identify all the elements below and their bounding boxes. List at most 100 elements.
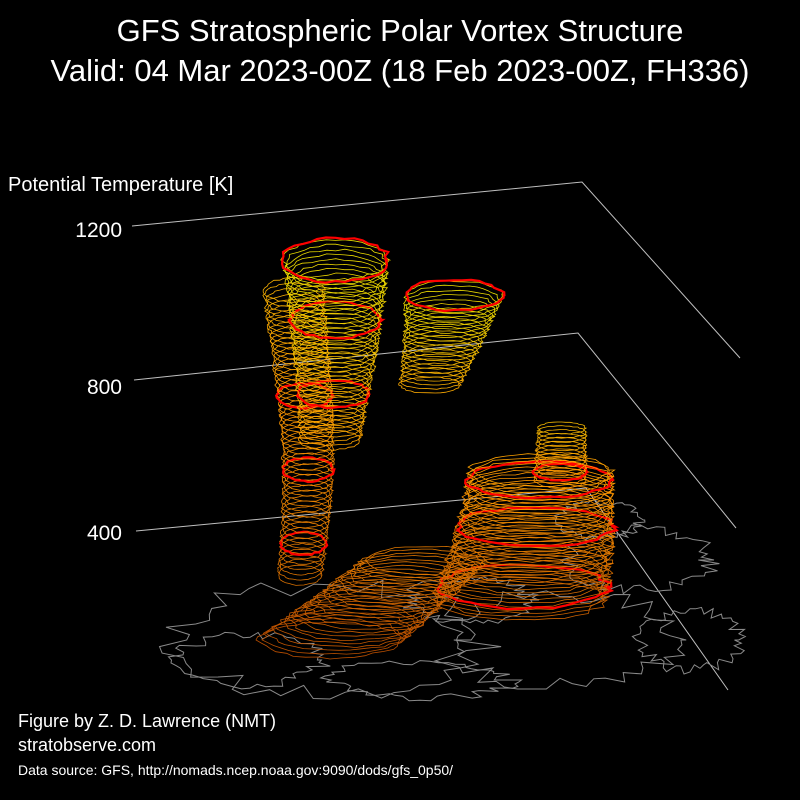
lobe0-contour [281, 452, 335, 476]
z-gridline-400 [135, 487, 729, 691]
lobe1-contour [400, 358, 471, 378]
lobe2-contour [439, 559, 613, 600]
lobe0-contour [277, 554, 325, 576]
coastline-2 [559, 524, 720, 595]
lobe2-contour [532, 459, 588, 477]
coastline-6 [319, 660, 524, 702]
vortex-isosurface [255, 236, 620, 660]
lobe2-contour [535, 436, 588, 452]
lobe0-contour [286, 283, 387, 321]
lobe1-contour [404, 334, 483, 358]
lobe2-contour [432, 574, 610, 614]
lobe2-contour [322, 574, 457, 608]
lobe0-contour [278, 542, 328, 565]
lobe2-contour [346, 559, 476, 590]
lobe2-contour [451, 530, 613, 570]
z-tick-label-400: 400 [87, 522, 122, 545]
lobe2-contour [340, 561, 471, 594]
lobe0-contour [281, 468, 334, 492]
lobe2-contour [464, 465, 617, 502]
lobe0-contour [289, 307, 383, 342]
lobe0-contour [280, 447, 335, 471]
lobe0-contour [288, 297, 383, 334]
lobe0-contour [283, 442, 336, 465]
z-gridline-1200 [131, 181, 741, 359]
lobe2-contour [337, 564, 469, 598]
z-gridline-800 [133, 332, 737, 529]
lobe2-contour [439, 556, 612, 598]
lobe2-contour [535, 440, 588, 456]
lobe2-contour [454, 508, 614, 546]
lobe0-contour [273, 346, 331, 371]
lobe1-contour [398, 371, 465, 390]
z-tick-label-800: 800 [87, 376, 122, 399]
lobe0-contour [299, 390, 369, 416]
lobe2-contour [442, 546, 612, 587]
lobe0-contour [288, 292, 385, 330]
lobe0-contour [282, 516, 329, 539]
lobe2-contour [535, 448, 589, 464]
lobe0-contour [297, 400, 367, 425]
lobe1-contour [398, 376, 463, 394]
lobe1-contour [404, 307, 494, 334]
lobe2-highlight-contour [436, 563, 615, 611]
website-link[interactable]: stratobserve.com [18, 735, 157, 755]
lobe0-contour [283, 473, 333, 497]
lobe0-contour [297, 409, 366, 434]
lobe2-contour [468, 469, 615, 505]
lobe2-contour [290, 597, 430, 634]
lobe0-contour [274, 372, 333, 398]
lobe0-contour [282, 436, 335, 460]
lobe1-contour [403, 321, 488, 346]
lobe2-contour [272, 611, 415, 649]
axis-frame [131, 181, 741, 691]
lobe2-highlight-contour [455, 506, 620, 548]
data-source-note: Data source: GFS, http://nomads.ncep.noa… [18, 762, 454, 778]
lobe0-contour [293, 336, 378, 369]
lobe2-contour [452, 517, 616, 555]
lobe0-contour [281, 511, 331, 534]
lobe1-contour [402, 330, 483, 354]
lobe0-contour [278, 564, 323, 586]
lobe2-contour [350, 555, 478, 586]
figure-credit: Figure by Z. D. Lawrence (NMT) [18, 711, 277, 731]
lobe1-contour [403, 325, 486, 350]
coastline-4 [167, 631, 331, 690]
lobe2-contour [274, 607, 421, 645]
lobe2-contour [443, 550, 610, 590]
lobe0-contour [291, 331, 380, 364]
lobe0-contour [280, 425, 335, 450]
lobe1-contour [403, 294, 499, 322]
lobe0-contour [295, 366, 373, 395]
lobe2-contour [364, 545, 488, 576]
lobe2-contour [459, 505, 614, 543]
lobe0-highlight-contour [278, 530, 329, 557]
lobe2-contour [451, 524, 615, 563]
lobe2-contour [316, 581, 447, 616]
lobe0-contour [278, 548, 326, 570]
lobe2-contour [454, 511, 615, 549]
lobe2-contour [261, 617, 408, 655]
lobe0-contour [277, 559, 325, 581]
lobe0-contour [291, 321, 381, 355]
lobe0-contour [265, 304, 328, 330]
lobe0-contour [281, 431, 335, 455]
lobe0-contour [281, 505, 331, 529]
lobe0-contour [279, 409, 335, 434]
lobe2-contour [467, 452, 616, 487]
lobe2-contour [288, 600, 426, 637]
coastlines [158, 499, 747, 702]
lobe2-contour [535, 425, 588, 439]
lobe2-contour [462, 472, 616, 508]
lobe2-contour [327, 571, 462, 605]
lobe0-highlight-contour [287, 300, 386, 340]
lobe1-highlight-contour [405, 278, 506, 313]
lobe0-highlight-contour [280, 236, 391, 284]
z-tick-label-1200: 1200 [75, 219, 122, 242]
lobe0-contour [281, 484, 333, 507]
lobe0-contour [284, 263, 389, 304]
lobe2-contour [537, 421, 587, 435]
lobe0-contour [279, 526, 330, 549]
lobe2-contour [284, 604, 425, 641]
lobe2-contour [452, 514, 616, 553]
